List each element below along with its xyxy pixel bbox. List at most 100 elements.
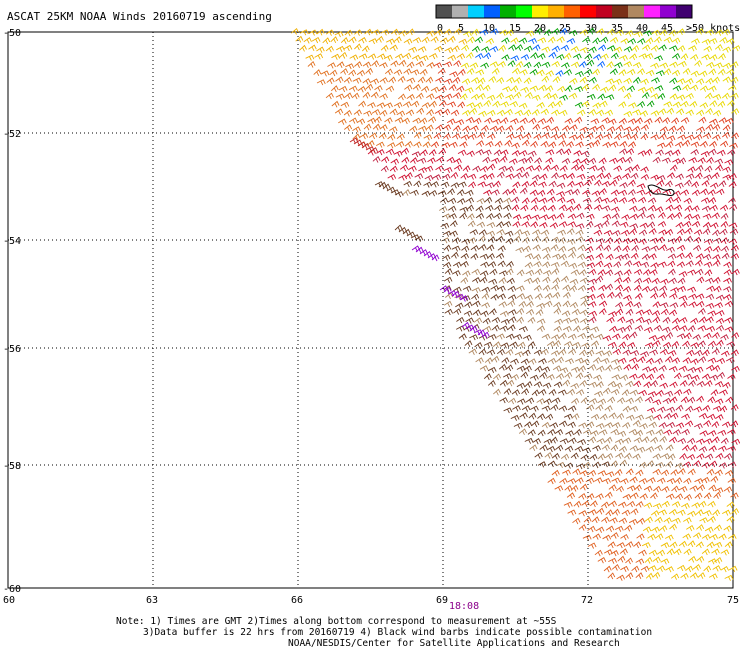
- wind-barb: [415, 92, 424, 100]
- wind-barb: [692, 460, 701, 467]
- wind-barb: [593, 229, 603, 237]
- wind-barb: [609, 36, 619, 44]
- wind-barb: [371, 108, 381, 116]
- wind-barb: [698, 500, 707, 508]
- wind-barb: [468, 348, 478, 356]
- wind-barb: [348, 69, 357, 77]
- wind-barb: [612, 229, 621, 237]
- wind-barb: [637, 356, 646, 364]
- wind-barb: [656, 174, 666, 182]
- wind-barb: [711, 331, 720, 339]
- wind-barb: [629, 405, 639, 413]
- wind-barb: [361, 45, 370, 53]
- wind-barb: [731, 365, 740, 373]
- wind-barb: [694, 59, 703, 67]
- wind-barb: [508, 316, 517, 323]
- wind-barb: [545, 157, 554, 165]
- wind-barb: [644, 118, 653, 125]
- wind-barb: [550, 236, 560, 244]
- wind-barb: [475, 212, 485, 220]
- wind-barb: [343, 76, 352, 84]
- wind-barb: [359, 132, 369, 140]
- wind-barb: [712, 364, 721, 372]
- wind-barb: [362, 61, 372, 68]
- wind-barb: [398, 174, 408, 181]
- wind-barb: [393, 69, 403, 76]
- wind-barb: [394, 117, 404, 124]
- wind-barb: [467, 36, 476, 44]
- wind-barb: [572, 468, 581, 476]
- wind-barb: [489, 61, 499, 68]
- wind-barb: [559, 94, 569, 101]
- wind-barb: [507, 60, 516, 67]
- wind-barb: [664, 534, 674, 541]
- wind-barb: [674, 182, 684, 189]
- wind-barb: [660, 469, 670, 477]
- wind-barb: [676, 261, 686, 268]
- wind-barb: [584, 179, 592, 187]
- wind-barb: [299, 29, 309, 36]
- wind-barb: [369, 132, 378, 140]
- wind-barb: [525, 269, 535, 277]
- wind-barb: [532, 277, 541, 285]
- wind-barb: [610, 52, 619, 60]
- wind-barb: [451, 290, 460, 298]
- wind-barb: [730, 420, 739, 428]
- wind-barb: [701, 533, 711, 541]
- wind-barb: [661, 486, 670, 493]
- wind-barb: [669, 77, 678, 85]
- longitude-label: 75: [727, 595, 739, 606]
- wind-barb: [587, 285, 596, 293]
- wind-barb: [571, 413, 580, 420]
- plot-frame: [7, 31, 734, 589]
- wind-barb: [719, 389, 728, 396]
- wind-barb: [695, 28, 705, 35]
- wind-barb: [608, 484, 617, 491]
- wind-barb: [412, 117, 422, 124]
- wind-barb: [585, 477, 595, 484]
- wind-barb: [369, 147, 379, 154]
- wind-barb: [569, 124, 578, 131]
- wind-barb: [617, 555, 626, 563]
- wind-barb: [378, 62, 388, 69]
- wind-barb: [428, 116, 437, 123]
- wind-barb: [658, 422, 668, 429]
- wind-barb: [376, 148, 385, 156]
- wind-barb: [660, 453, 670, 460]
- wind-barb: [485, 182, 495, 189]
- wind-barb: [474, 102, 483, 109]
- wind-barb: [666, 246, 675, 253]
- wind-barb: [652, 453, 662, 460]
- wind-barb: [623, 294, 632, 302]
- wind-barb: [605, 253, 614, 261]
- wind-barb: [363, 110, 373, 117]
- wind-barb: [603, 172, 612, 180]
- wind-barb: [534, 27, 543, 35]
- wind-barb: [681, 428, 690, 436]
- wind-barb: [573, 325, 581, 333]
- wind-barb: [541, 132, 551, 140]
- wind-barb: [721, 350, 730, 357]
- wind-barb: [551, 109, 560, 116]
- wind-barb: [655, 389, 665, 397]
- wind-barb: [703, 492, 712, 500]
- wind-barb: [679, 316, 688, 324]
- wind-barb: [628, 179, 636, 187]
- wind-barb: [496, 125, 505, 133]
- wind-barb: [491, 67, 500, 75]
- wind-barb: [412, 37, 422, 44]
- wind-barb: [564, 84, 573, 92]
- wind-barb: [696, 555, 705, 563]
- wind-barb: [554, 318, 564, 325]
- wind-barb: [718, 462, 728, 469]
- wind-barb: [707, 515, 716, 523]
- wind-barb: [520, 358, 530, 365]
- wind-barb: [684, 213, 693, 221]
- wind-barb: [368, 38, 378, 45]
- wind-barb: [340, 37, 349, 45]
- wind-barb: [652, 468, 662, 476]
- wind-barb: [536, 102, 545, 109]
- wind-barb: [521, 388, 530, 396]
- wind-barb: [587, 293, 596, 301]
- wind-barb: [527, 341, 536, 349]
